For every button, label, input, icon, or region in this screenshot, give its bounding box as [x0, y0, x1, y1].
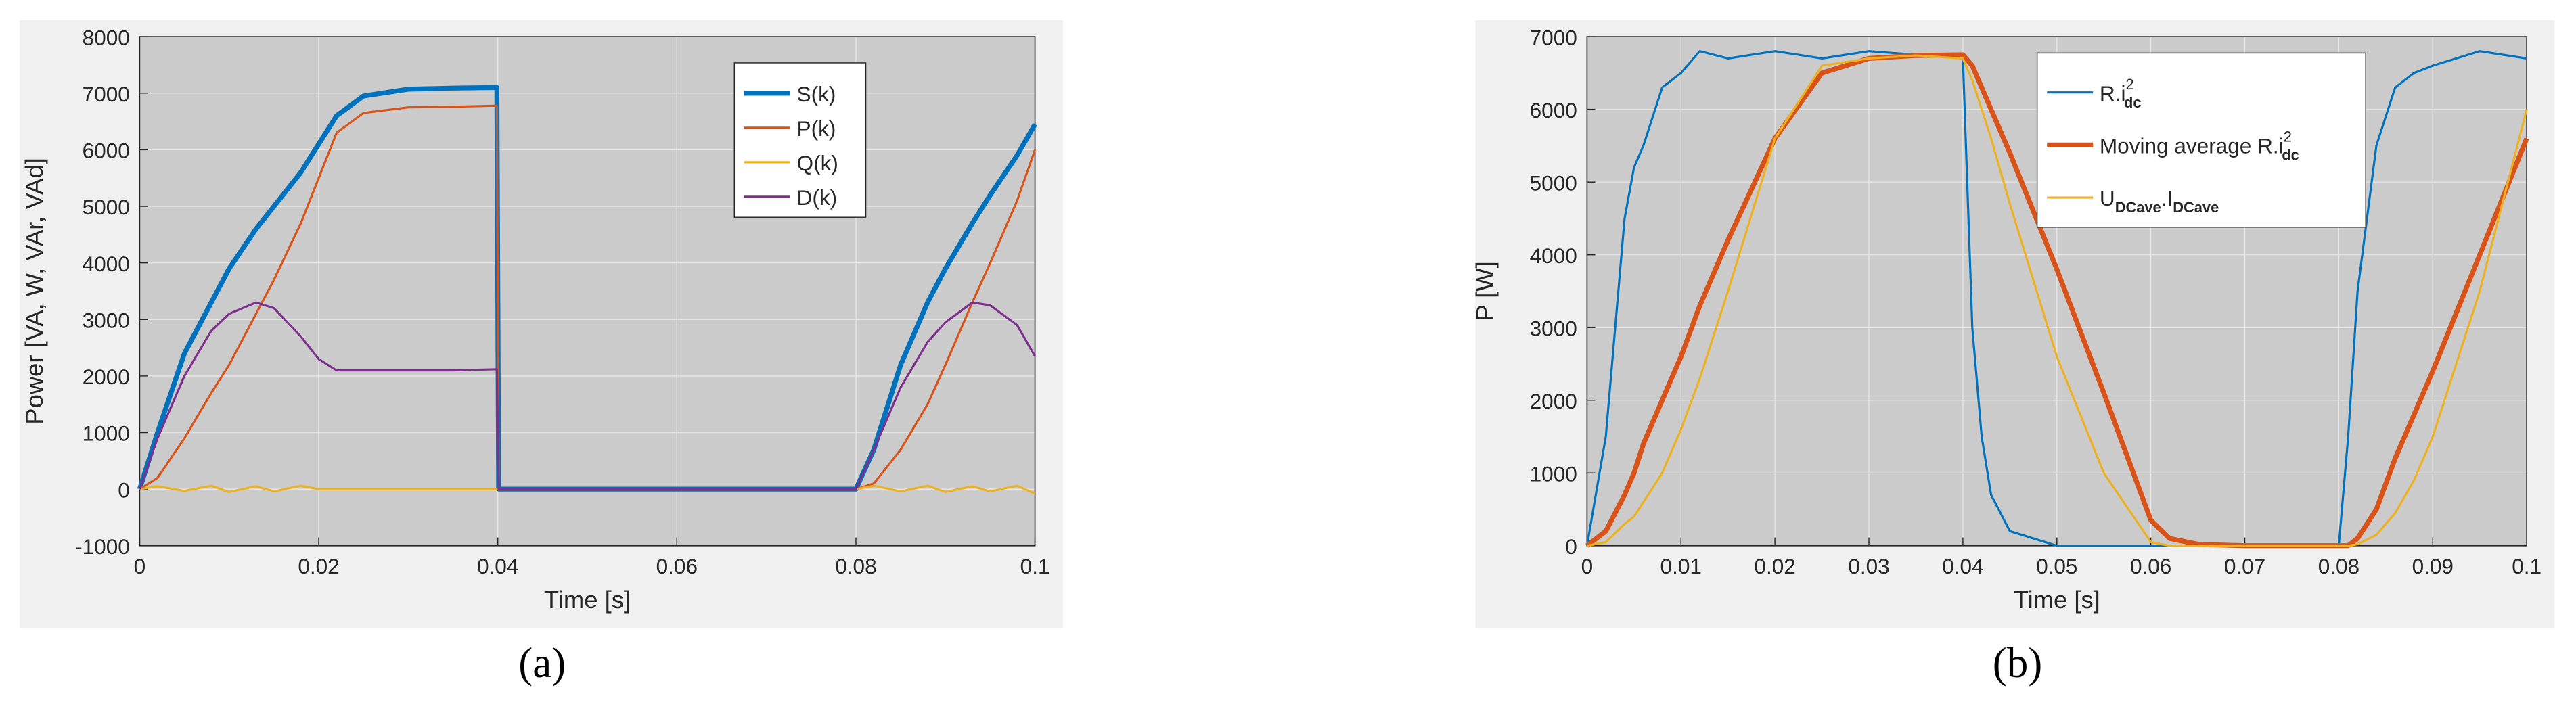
legend-sub: dc: [2124, 94, 2142, 111]
x-tick-label: 0.07: [2224, 554, 2265, 578]
x-tick-label: 0.05: [2036, 554, 2077, 578]
y-tick-label: 0: [1565, 534, 1577, 559]
y-tick-label: 2000: [1530, 389, 1577, 413]
legend-sub: DCave: [2173, 199, 2219, 216]
legend-box: [733, 62, 867, 218]
legend-label: D(k): [797, 185, 838, 210]
legend-text: R.i: [2100, 81, 2126, 106]
legend-sub: DCave: [2115, 199, 2161, 216]
x-tick-label: 0.08: [835, 554, 876, 578]
legend-text: D(k): [797, 185, 838, 210]
y-tick-label: 7000: [1530, 25, 1577, 49]
x-axis-label: Time [s]: [544, 586, 631, 614]
y-tick-label: 6000: [83, 139, 130, 163]
y-tick-label: 0: [118, 478, 130, 502]
legend-text: P(k): [797, 116, 836, 141]
legend-text: Moving average R.i: [2100, 134, 2284, 158]
legend-sup: 2: [2125, 76, 2133, 93]
x-tick-label: 0.02: [1754, 554, 1795, 578]
y-tick-label: 3000: [1530, 316, 1577, 340]
y-axis-label: Power [VA, W, VAr, VAd]: [20, 158, 48, 425]
x-tick-label: 0.02: [298, 554, 339, 578]
axes-box: [139, 36, 1036, 547]
y-tick-label: -1000: [75, 534, 130, 559]
y-tick-label: 1000: [1530, 461, 1577, 486]
legend-label: Q(k): [797, 151, 838, 175]
series-line: [139, 484, 1036, 495]
y-tick-label: 8000: [83, 25, 130, 49]
caption: (a): [518, 639, 566, 687]
series-line: [137, 85, 1037, 492]
legend-label: UDCave.IDCave: [2100, 186, 2219, 216]
x-tick-label: 0.03: [1848, 554, 1889, 578]
x-tick-label: 0.06: [656, 554, 698, 578]
y-axis-label: P [W]: [1471, 261, 1499, 321]
y-tick-label: 7000: [83, 82, 130, 106]
legend-sub: dc: [2282, 146, 2299, 163]
x-tick-label: 0.08: [2318, 554, 2359, 578]
x-tick-label: 0: [1581, 554, 1594, 578]
x-axis-label: Time [s]: [2014, 586, 2100, 614]
x-tick-label: 0.04: [1942, 554, 1983, 578]
series-line: [139, 104, 1037, 490]
x-tick-label: 0.09: [2412, 554, 2454, 578]
legend-text: .I: [2161, 186, 2173, 210]
caption: (b): [1993, 639, 2043, 687]
x-tick-label: 0: [134, 554, 146, 578]
legend-sup: 2: [2284, 129, 2292, 145]
x-tick-label: 0.01: [1660, 554, 1702, 578]
x-tick-label: 0.1: [2512, 554, 2541, 578]
x-tick-label: 0.06: [2130, 554, 2171, 578]
y-tick-label: 4000: [1530, 244, 1577, 268]
legend-text: S(k): [797, 82, 836, 106]
series-line: [1585, 50, 2527, 547]
y-tick-label: 6000: [1530, 98, 1577, 122]
y-tick-label: 5000: [1530, 170, 1577, 195]
series-line: [138, 301, 1036, 490]
y-tick-label: 2000: [83, 365, 130, 389]
x-tick-label: 0.1: [1020, 554, 1050, 578]
series-line: [1587, 54, 2528, 547]
y-tick-label: 1000: [83, 421, 130, 446]
legend-text: U: [2100, 186, 2115, 210]
y-tick-label: 4000: [83, 252, 130, 276]
legend-label: Moving average R.i2 dc: [2100, 129, 2299, 164]
plot-area: [139, 37, 1035, 546]
x-tick-label: 0.04: [477, 554, 518, 578]
y-tick-label: 5000: [83, 195, 130, 219]
series-line: [1585, 52, 2529, 549]
legend-label: R.i2 dc: [2100, 76, 2142, 111]
y-tick-label: 3000: [83, 308, 130, 332]
legend-label: P(k): [797, 116, 836, 141]
legend-text: Q(k): [797, 151, 838, 175]
legend-label: S(k): [797, 82, 836, 106]
